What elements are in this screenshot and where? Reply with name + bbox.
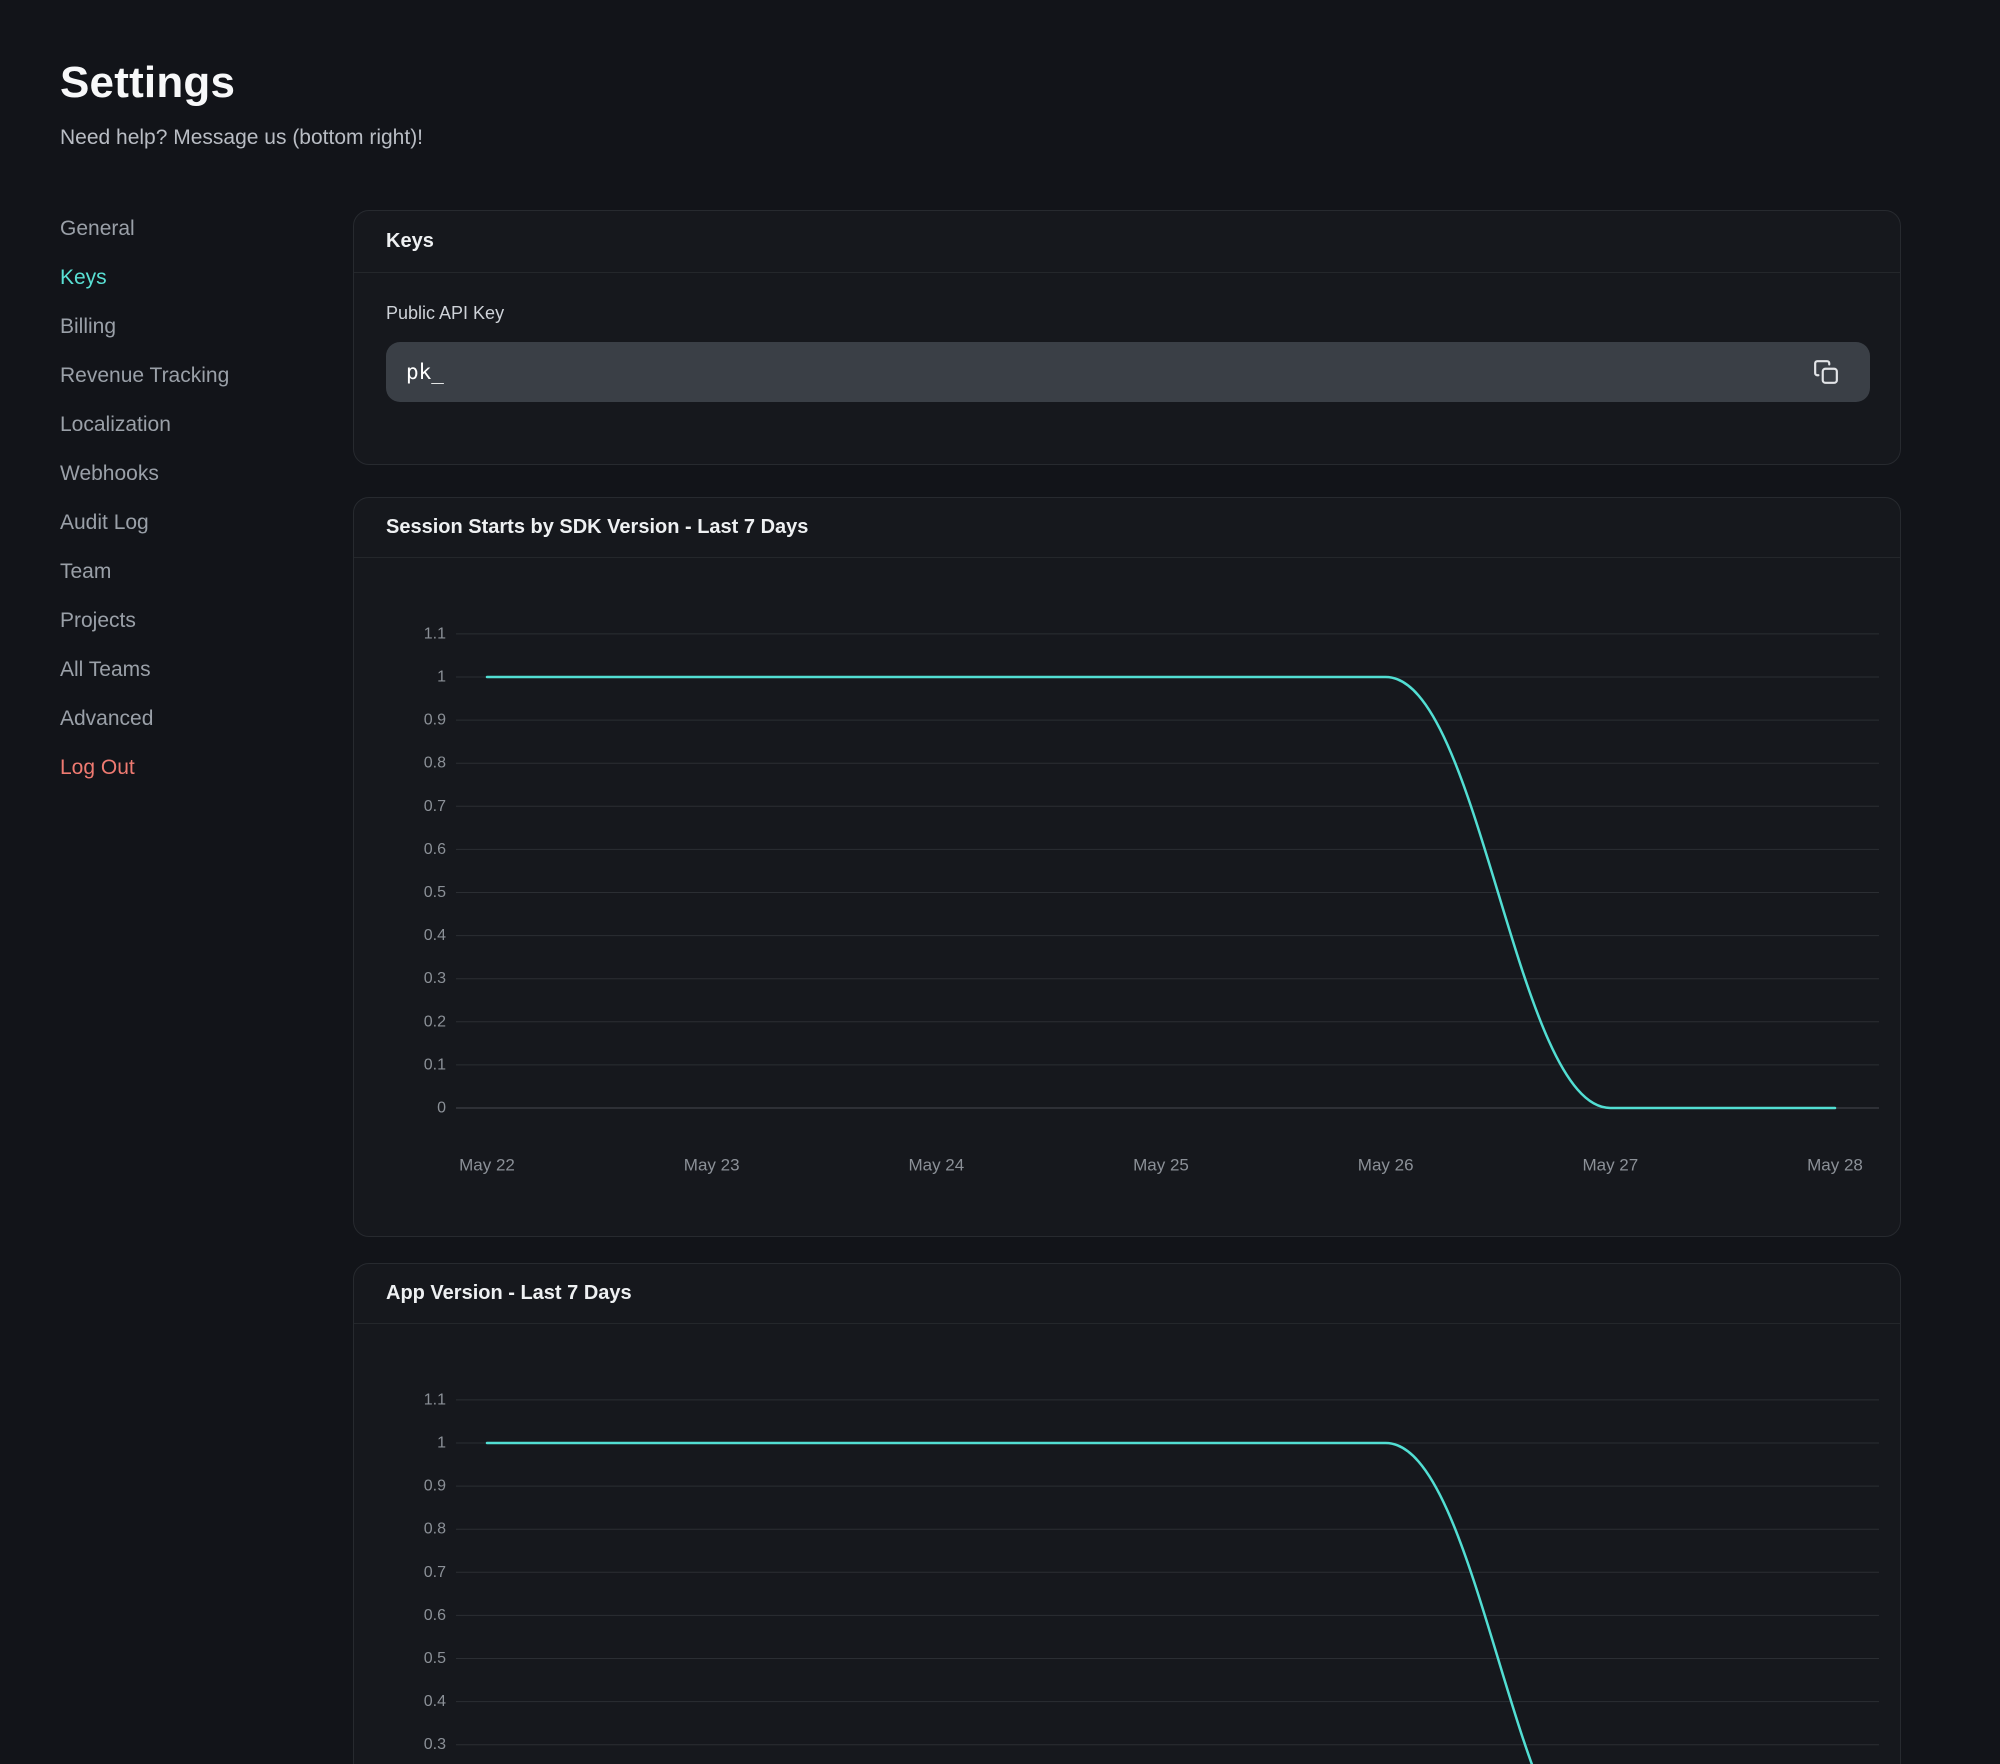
public-api-key-input[interactable]: pk_ — [386, 342, 1870, 402]
sdk-version-chart-title: Session Starts by SDK Version - Last 7 D… — [386, 516, 808, 539]
keys-card: Keys Public API Key pk_ — [353, 210, 1901, 465]
y-tick-label: 1 — [437, 669, 446, 686]
y-tick-label: 0.3 — [424, 970, 446, 987]
keys-card-title: Keys — [386, 230, 434, 253]
sidebar-item-localization[interactable]: Localization — [60, 400, 320, 449]
page-subtitle: Need help? Message us (bottom right)! — [60, 126, 423, 150]
y-tick-label: 0.4 — [424, 927, 446, 944]
x-tick-label: May 26 — [1358, 1156, 1414, 1175]
sdk-version-chart-header: Session Starts by SDK Version - Last 7 D… — [354, 498, 1900, 558]
x-tick-label: May 25 — [1133, 1156, 1189, 1175]
public-api-key-value: pk_ — [406, 360, 444, 384]
sidebar-item-log-out[interactable]: Log Out — [60, 743, 320, 792]
y-tick-label: 0.2 — [424, 1013, 446, 1030]
sidebar-item-billing[interactable]: Billing — [60, 302, 320, 351]
app-version-chart-title: App Version - Last 7 Days — [386, 1282, 632, 1305]
y-tick-label: 0.9 — [424, 712, 446, 729]
settings-sidebar: GeneralKeysBillingRevenue TrackingLocali… — [60, 204, 320, 792]
copy-icon — [1813, 359, 1839, 385]
x-tick-label: May 27 — [1582, 1156, 1638, 1175]
y-tick-label: 0.9 — [424, 1478, 446, 1495]
keys-card-header: Keys — [354, 211, 1900, 273]
keys-card-body: Public API Key pk_ — [354, 273, 1900, 402]
sdk-version-chart-card: Session Starts by SDK Version - Last 7 D… — [353, 497, 1901, 1237]
page-title: Settings — [60, 58, 423, 108]
x-tick-label: May 22 — [459, 1156, 515, 1175]
sidebar-item-all-teams[interactable]: All Teams — [60, 645, 320, 694]
sidebar-item-audit-log[interactable]: Audit Log — [60, 498, 320, 547]
sidebar-item-team[interactable]: Team — [60, 547, 320, 596]
sdk-version-line-chart: 0 0.1 0.2 0.3 0.4 0.5 0.6 0.7 0.8 0.9 1 1.1 May 22 Ma… — [354, 558, 1901, 1236]
y-tick-label: 0.6 — [424, 841, 446, 858]
x-tick-label: May 24 — [908, 1156, 964, 1175]
copy-api-key-button[interactable] — [1806, 352, 1846, 392]
y-tick-label: 0.8 — [424, 1521, 446, 1538]
sidebar-item-advanced[interactable]: Advanced — [60, 694, 320, 743]
y-tick-label: 0.8 — [424, 755, 446, 772]
sidebar-item-webhooks[interactable]: Webhooks — [60, 449, 320, 498]
x-tick-label: May 28 — [1807, 1156, 1863, 1175]
y-tick-label: 0.7 — [424, 1564, 446, 1581]
sidebar-item-revenue-tracking[interactable]: Revenue Tracking — [60, 351, 320, 400]
app-version-chart-header: App Version - Last 7 Days — [354, 1264, 1900, 1324]
settings-content: Keys Public API Key pk_ — [353, 210, 1901, 1764]
y-tick-label: 1.1 — [424, 1391, 446, 1408]
series-line — [487, 1443, 1835, 1764]
page-header: Settings Need help? Message us (bottom r… — [60, 58, 423, 150]
settings-page: Settings Need help? Message us (bottom r… — [0, 0, 2000, 1764]
y-tick-label: 0.4 — [424, 1693, 446, 1710]
sidebar-item-keys[interactable]: Keys — [60, 253, 320, 302]
y-tick-label: 0.7 — [424, 798, 446, 815]
y-tick-label: 0 — [437, 1100, 446, 1117]
app-version-chart-card: App Version - Last 7 Days 00.10.20.30.40… — [353, 1263, 1901, 1764]
sidebar-item-projects[interactable]: Projects — [60, 596, 320, 645]
sidebar-item-general[interactable]: General — [60, 204, 320, 253]
x-tick-label: May 23 — [684, 1156, 740, 1175]
app-version-line-chart: 00.10.20.30.40.50.60.70.80.911.1May 22Ma… — [354, 1324, 1901, 1764]
public-api-key-label: Public API Key — [386, 303, 1868, 324]
y-tick-label: 1.1 — [424, 625, 446, 642]
y-tick-label: 0.5 — [424, 884, 446, 901]
y-tick-label: 0.3 — [424, 1736, 446, 1753]
y-tick-label: 0.6 — [424, 1607, 446, 1624]
y-tick-label: 0.1 — [424, 1056, 446, 1073]
public-api-key-input-wrap: pk_ — [386, 342, 1868, 402]
y-tick-label: 0.5 — [424, 1650, 446, 1667]
y-tick-label: 1 — [437, 1435, 446, 1452]
